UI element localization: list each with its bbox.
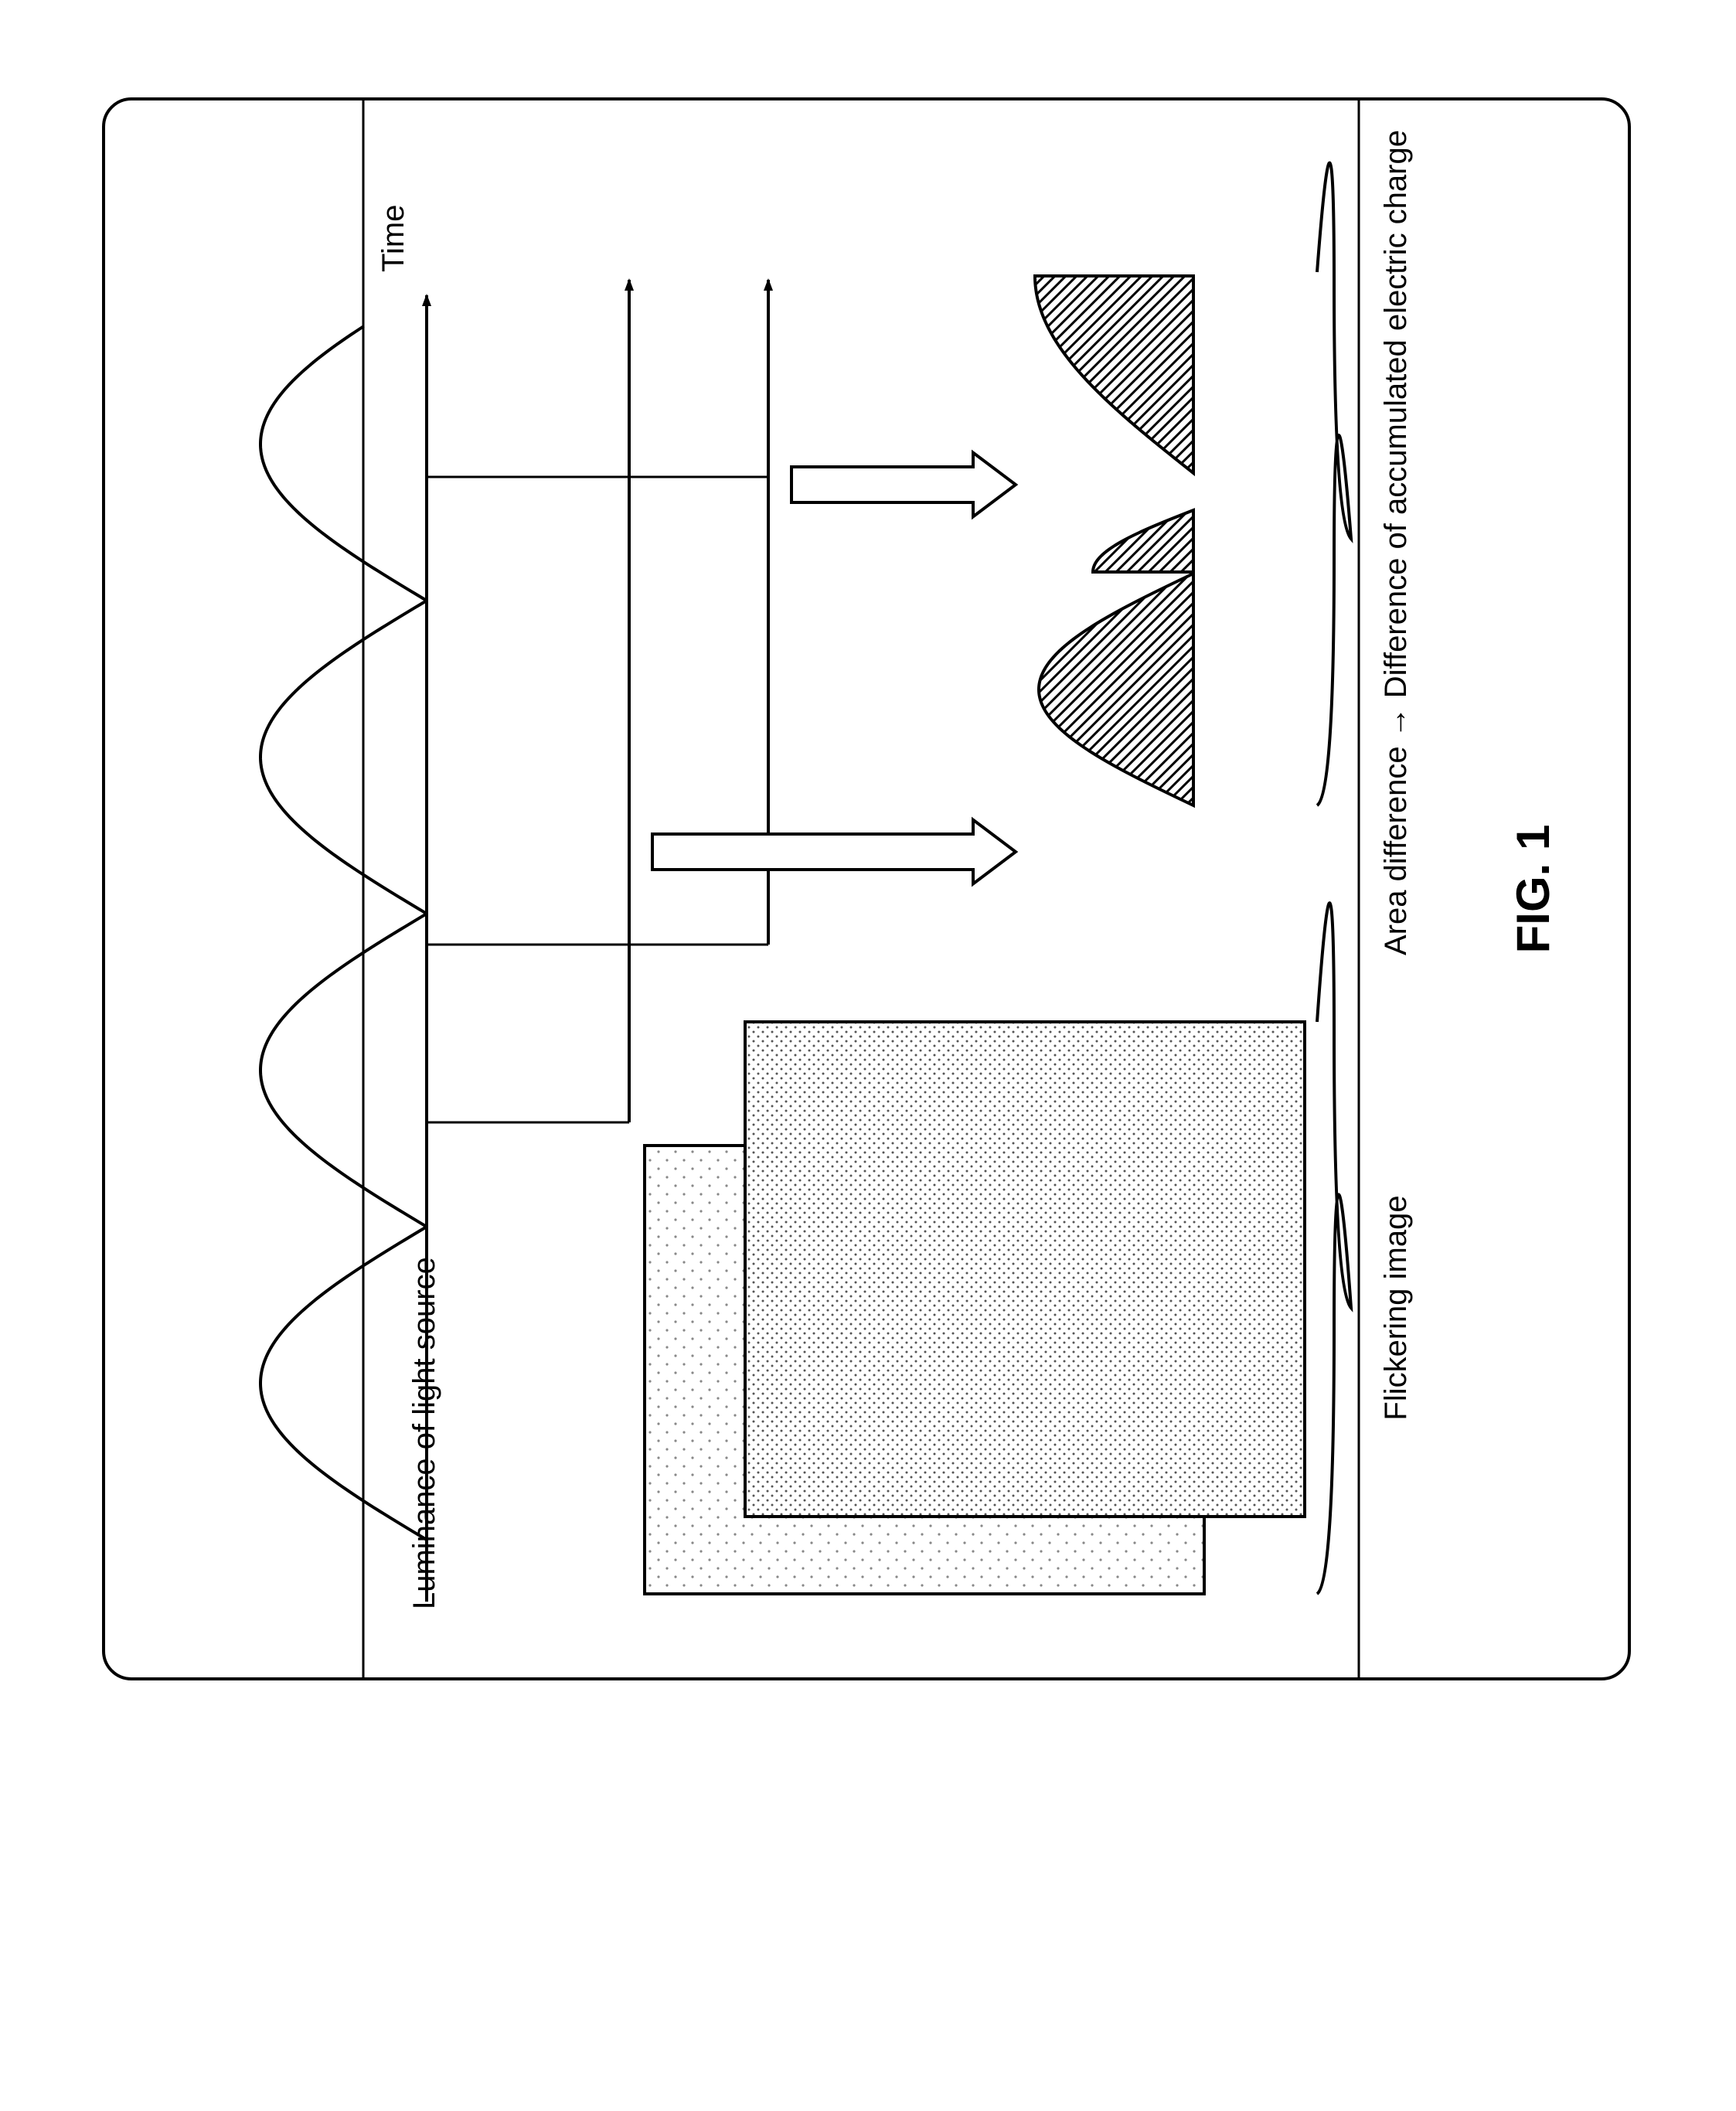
block-arrow-a [652,820,1016,884]
label-area-difference: Area difference → Difference of accumula… [1379,130,1413,955]
lump-right [1035,276,1193,473]
area-diff-brace [1317,163,1351,805]
lump-left-tail [1093,510,1193,572]
label-flickering: Flickering image [1379,1195,1413,1420]
luminance-waveform [260,326,427,1540]
block-arrow-b [791,453,1016,517]
flicker-brace [1317,903,1351,1594]
figure-canvas: Luminance of light source Time Flickering … [0,0,1736,2107]
figure-label: FIG. 1 [1507,825,1559,954]
label-time: Time [376,205,410,272]
lump-left-full [1039,574,1193,805]
label-luminance: Luminance of light source [407,1257,441,1609]
flicker-image-b [745,1022,1305,1517]
